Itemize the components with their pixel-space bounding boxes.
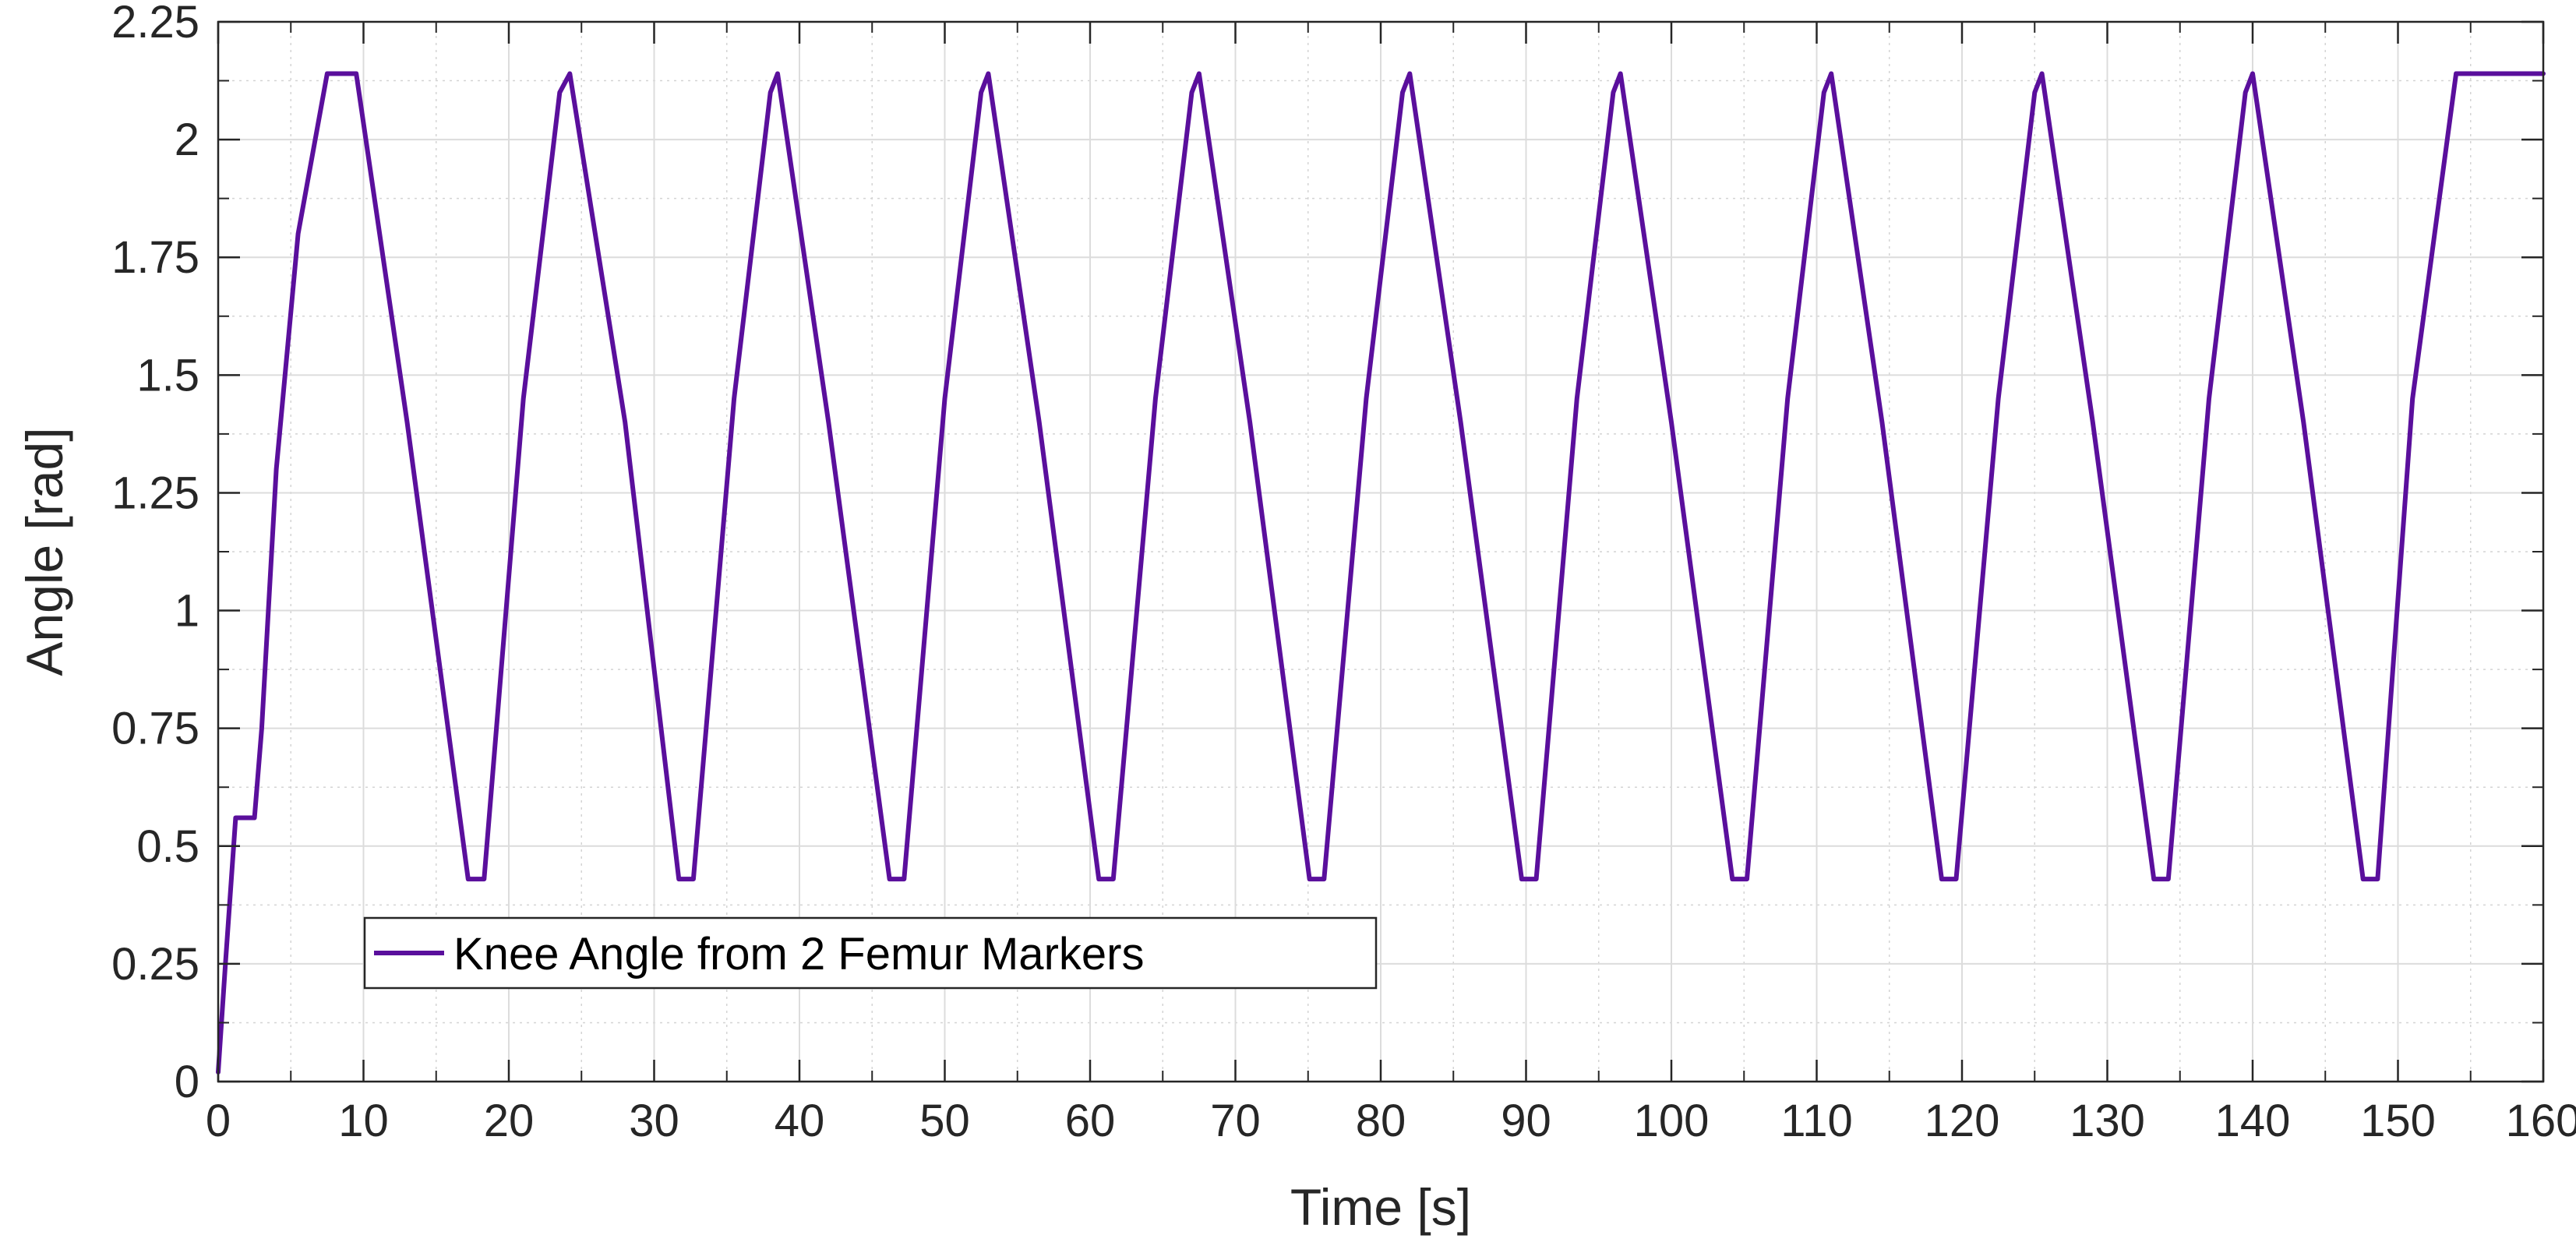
series-line-knee-angle bbox=[216, 71, 2546, 1075]
y-tick-label: 2 bbox=[175, 115, 199, 165]
axis-ticks bbox=[217, 20, 2545, 1083]
y-axis-label: Angle [rad] bbox=[16, 427, 73, 676]
x-axis-label: Time [s] bbox=[1290, 1178, 1471, 1236]
minor-grid bbox=[218, 22, 2543, 1082]
x-tick-label: 80 bbox=[1356, 1096, 1406, 1146]
legend-entry-label: Knee Angle from 2 Femur Markers bbox=[453, 929, 1144, 979]
x-tick-label: 90 bbox=[1501, 1096, 1551, 1146]
legend: Knee Angle from 2 Femur Markers bbox=[363, 916, 1378, 990]
x-tick-label: 10 bbox=[338, 1096, 389, 1146]
x-tick-label: 160 bbox=[2506, 1096, 2576, 1146]
y-tick-label: 0.5 bbox=[136, 821, 199, 872]
y-tick-label: 0 bbox=[175, 1057, 199, 1107]
y-tick-label: 0.25 bbox=[111, 939, 199, 990]
x-tick-label: 130 bbox=[2070, 1096, 2145, 1146]
x-tick-label: 110 bbox=[1780, 1096, 1852, 1146]
y-tick-labels: 0 0.25 0.5 0.75 1 1.25 1.5 1.75 2 2.25 bbox=[111, 0, 199, 1107]
y-tick-label: 1.25 bbox=[111, 468, 199, 518]
y-tick-label: 1 bbox=[175, 586, 199, 637]
x-tick-label: 150 bbox=[2360, 1096, 2436, 1146]
x-tick-label: 50 bbox=[919, 1096, 970, 1146]
y-tick-label: 1.75 bbox=[111, 232, 199, 283]
x-tick-label: 100 bbox=[1634, 1096, 1710, 1146]
x-tick-label: 60 bbox=[1065, 1096, 1116, 1146]
x-tick-label: 0 bbox=[206, 1096, 231, 1146]
y-tick-label: 0.75 bbox=[111, 704, 199, 754]
legend-box bbox=[363, 916, 1378, 990]
series-layer bbox=[216, 71, 2546, 1075]
x-tick-label: 40 bbox=[775, 1096, 825, 1146]
x-tick-labels: 0 10 20 30 40 50 60 70 80 90 100 110 120 130 140 150 160 bbox=[206, 1096, 2576, 1146]
x-tick-label: 120 bbox=[1925, 1096, 2000, 1146]
y-tick-label: 1.5 bbox=[136, 350, 199, 401]
x-tick-label: 70 bbox=[1210, 1096, 1261, 1146]
y-tick-label: 2.25 bbox=[111, 0, 199, 48]
x-tick-label: 140 bbox=[2215, 1096, 2291, 1146]
x-tick-label: 30 bbox=[629, 1096, 679, 1146]
x-tick-label: 20 bbox=[484, 1096, 535, 1146]
